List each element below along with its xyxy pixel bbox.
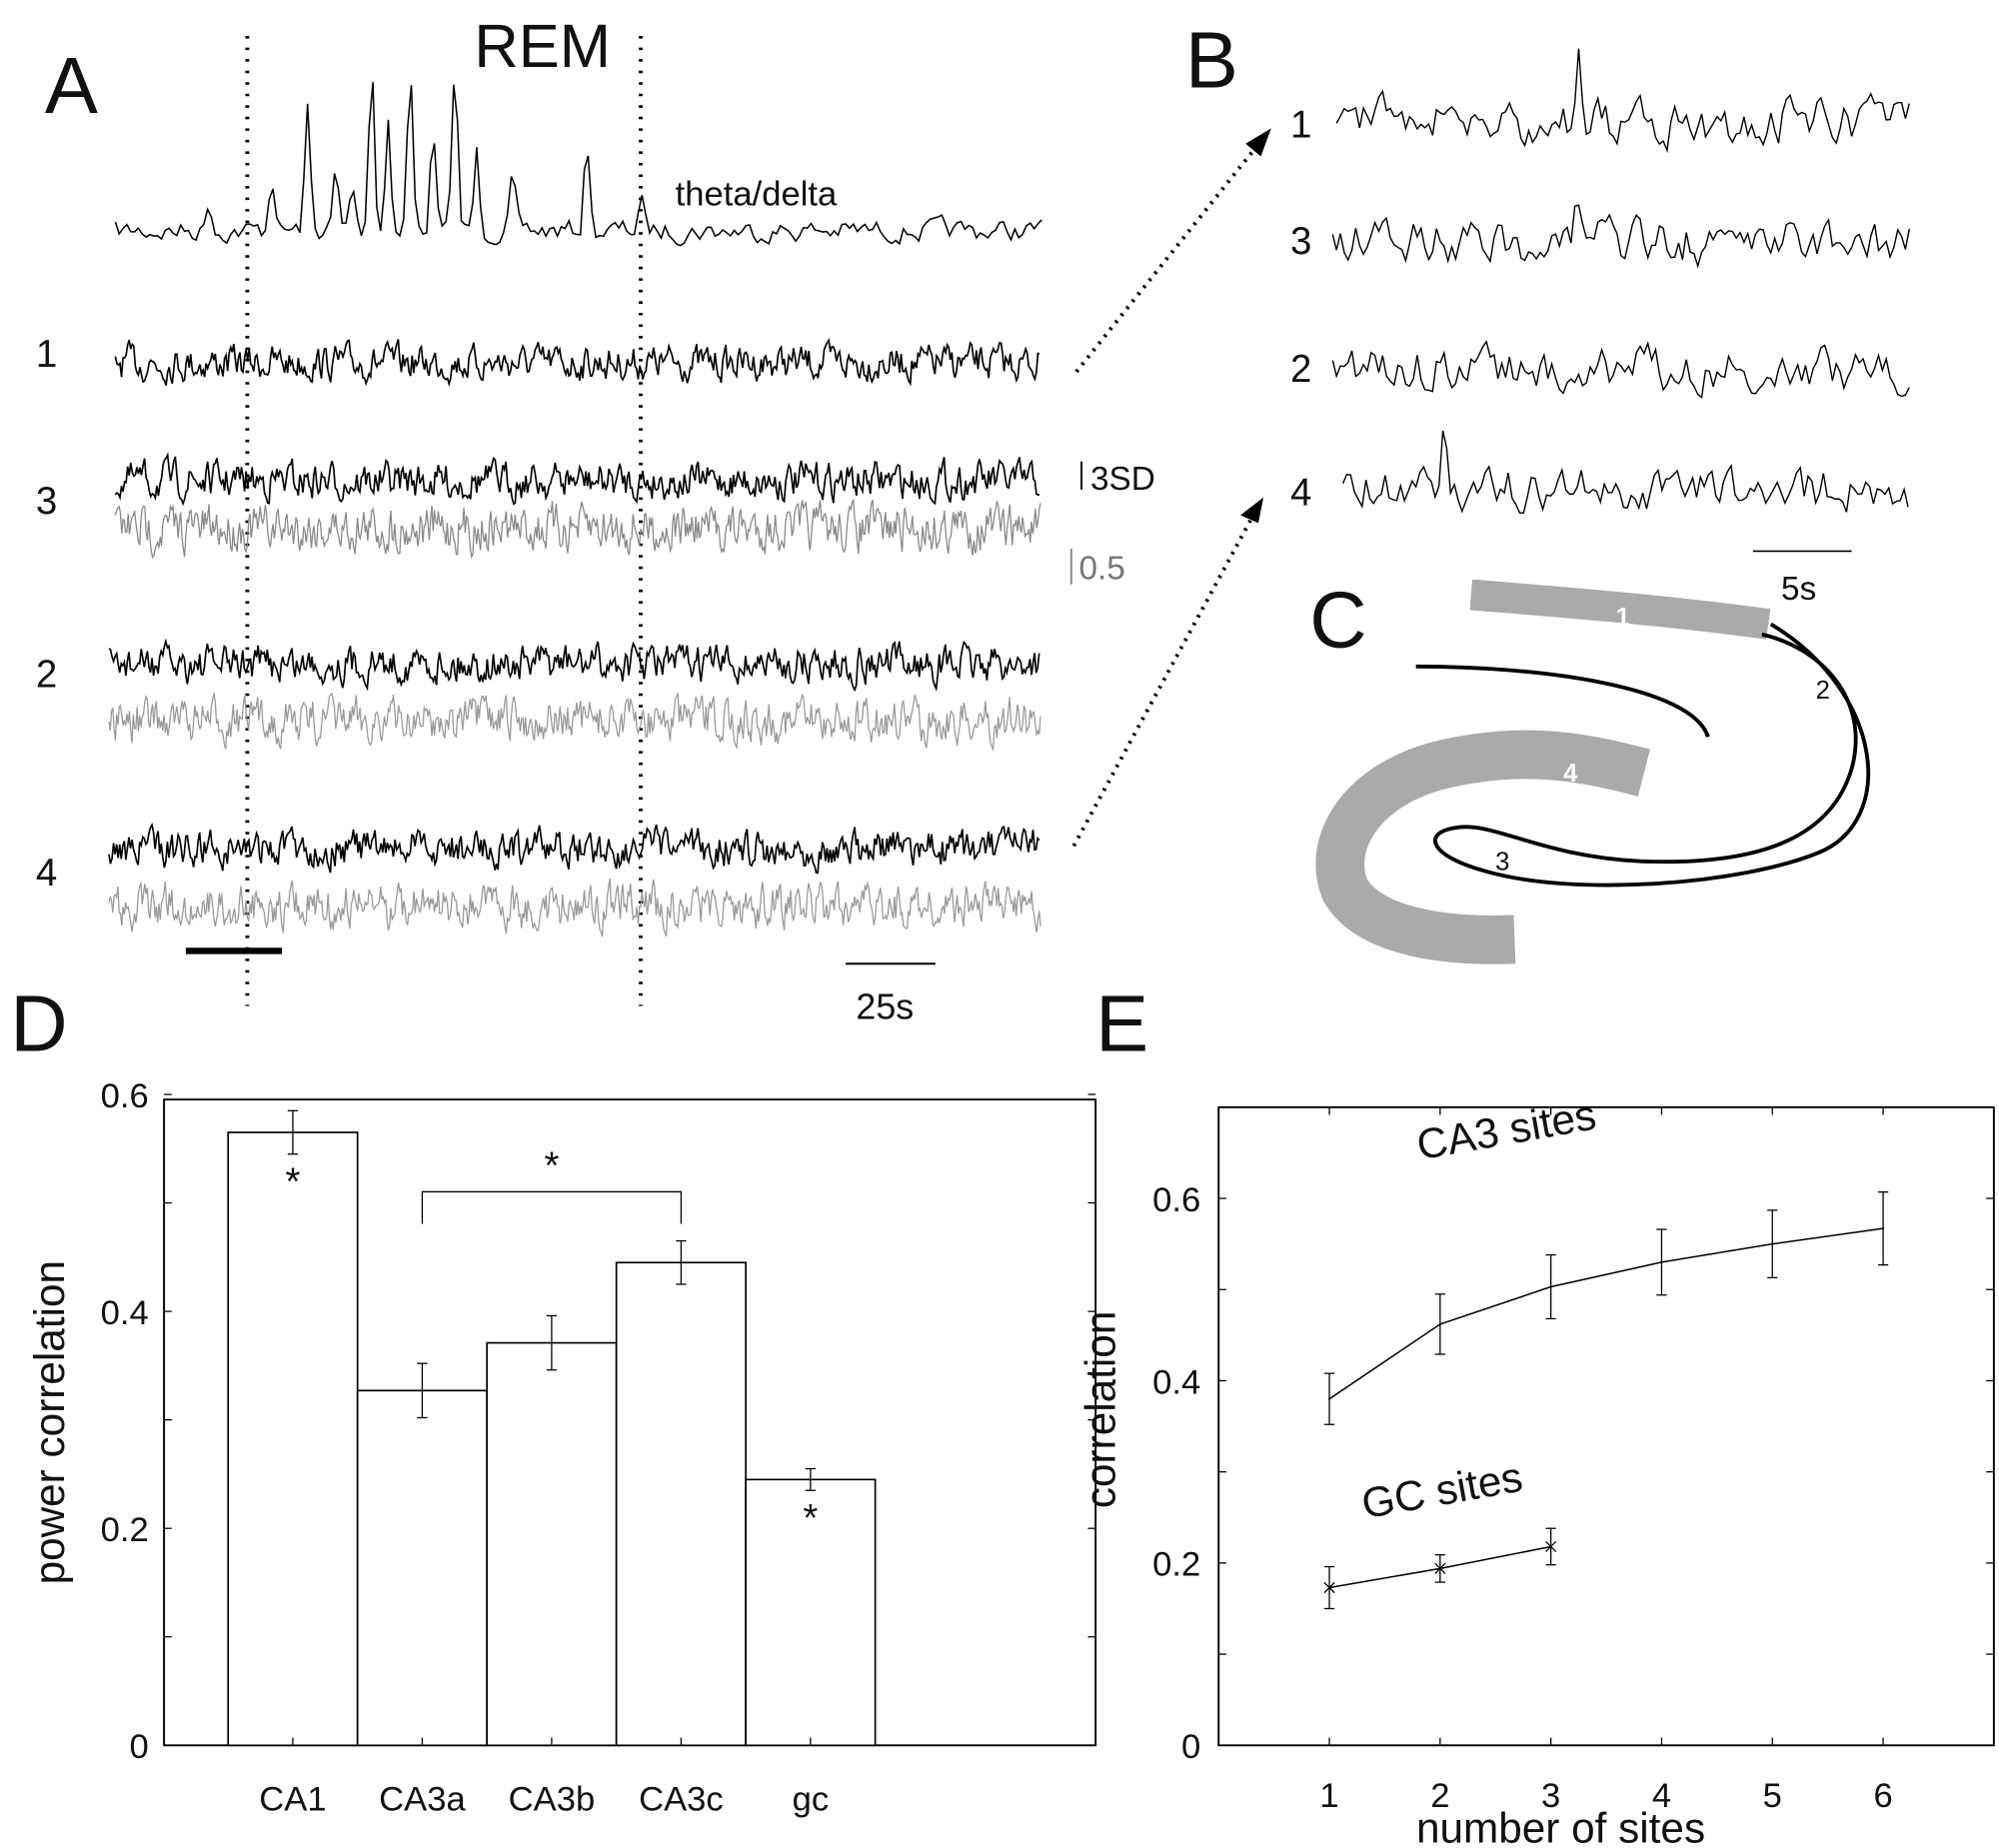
ratio-scale-label: 0.5 bbox=[1078, 551, 1124, 588]
inner-layer-line bbox=[1415, 664, 1710, 739]
lfp-trace-2 bbox=[108, 638, 1040, 693]
significance-star: * bbox=[803, 1497, 818, 1540]
b-trace-4 bbox=[1341, 430, 1909, 514]
e-ytick-label: 0 bbox=[1181, 1728, 1200, 1766]
ratio-trace-2 bbox=[108, 692, 1041, 753]
d-ylabel: power correlation bbox=[26, 1260, 73, 1584]
e-xtick-label: 5 bbox=[1763, 1777, 1782, 1815]
e-xtick-label: 4 bbox=[1652, 1777, 1671, 1815]
b-trace-2 bbox=[1331, 204, 1910, 269]
d-ytick-label: 0.4 bbox=[101, 1294, 149, 1332]
trace-label-4: 4 bbox=[36, 852, 57, 895]
point-gc-sites bbox=[1545, 1540, 1557, 1553]
panel-b: B 1 3 2 4 5s bbox=[1185, 15, 1910, 608]
sd-scale-label: 3SD bbox=[1090, 461, 1155, 498]
panel-label-c: C bbox=[1309, 576, 1366, 665]
d-ytick-label: 0.2 bbox=[101, 1511, 149, 1549]
point-gc-sites bbox=[1323, 1581, 1335, 1594]
region-2-3-ca3 bbox=[1433, 622, 1871, 888]
bar-gc bbox=[745, 1478, 877, 1747]
d-xtick-label: CA3c bbox=[639, 1781, 724, 1819]
bar-CA3b bbox=[486, 1341, 618, 1747]
panel-c: C 1 2 3 4 bbox=[1309, 576, 1871, 964]
arrow-to-b-top bbox=[1074, 146, 1257, 374]
series-label-gc: GC sites bbox=[1358, 1453, 1526, 1527]
b-trace-1 bbox=[1335, 48, 1910, 154]
region-label-1: 1 bbox=[1616, 604, 1630, 632]
point-ca3-sites bbox=[1438, 1322, 1441, 1325]
theta-delta-label: theta/delta bbox=[676, 175, 838, 213]
point-gc-sites bbox=[1434, 1562, 1446, 1574]
e-xtick-label: 3 bbox=[1541, 1777, 1560, 1815]
panel-d-bar-chart: D power correlation 0 0.2 0.4 0.6 CA1 CA3a CA3… bbox=[10, 978, 1097, 1819]
d-xtick-label: CA3b bbox=[509, 1781, 596, 1819]
lfp-trace-4 bbox=[108, 823, 1040, 875]
e-ytick-label: 0.6 bbox=[1152, 1181, 1200, 1219]
significance-bracket bbox=[421, 1190, 683, 1224]
bar-CA3c bbox=[615, 1261, 747, 1747]
point-ca3-sites bbox=[1549, 1285, 1552, 1288]
panel-label-e: E bbox=[1095, 978, 1148, 1067]
b-trace-label-1: 1 bbox=[1290, 103, 1311, 146]
lfp-trace-1 bbox=[114, 338, 1040, 388]
rem-title: REM bbox=[474, 12, 611, 81]
arrowhead-icon bbox=[1245, 128, 1271, 157]
significance-star: * bbox=[544, 1145, 559, 1188]
region-label-4: 4 bbox=[1563, 760, 1578, 788]
e-ylabel: correlation bbox=[1076, 1311, 1123, 1508]
panel-label-d: D bbox=[10, 978, 67, 1067]
theta-delta-trace bbox=[114, 82, 1042, 247]
ratio-trace-3 bbox=[114, 499, 1041, 560]
significance-star: * bbox=[285, 1161, 300, 1204]
lfp-trace-3 bbox=[114, 452, 1040, 507]
e-xtick-label: 6 bbox=[1873, 1777, 1892, 1815]
b-trace-label-3: 3 bbox=[1290, 220, 1311, 263]
e-plot-frame bbox=[1217, 1105, 1995, 1747]
d-xtick-label: gc bbox=[793, 1781, 830, 1819]
e-ytick-label: 0.4 bbox=[1152, 1363, 1200, 1401]
e-xtick-label: 1 bbox=[1319, 1777, 1338, 1815]
region-1-ca1 bbox=[1469, 579, 1771, 640]
point-ca3-sites bbox=[1328, 1397, 1331, 1400]
bar-CA3a bbox=[356, 1389, 489, 1747]
panel-label-a: A bbox=[45, 41, 98, 130]
point-ca3-sites bbox=[1882, 1227, 1885, 1230]
e-ytick-label: 0.2 bbox=[1152, 1546, 1200, 1584]
bar-CA1 bbox=[227, 1131, 359, 1747]
series-label-ca3: CA3 sites bbox=[1413, 1091, 1599, 1169]
d-xtick-label: CA1 bbox=[259, 1781, 326, 1819]
d-ytick-label: 0 bbox=[129, 1728, 148, 1766]
region-4-dentate bbox=[1315, 730, 1650, 964]
point-ca3-sites bbox=[1771, 1242, 1774, 1245]
trace-label-1: 1 bbox=[36, 333, 57, 376]
region-label-2: 2 bbox=[1816, 677, 1830, 705]
b-trace-label-2: 2 bbox=[1290, 348, 1311, 391]
time-scale-label-a: 25s bbox=[856, 986, 914, 1026]
panel-label-b: B bbox=[1185, 15, 1238, 104]
trace-label-2: 2 bbox=[36, 653, 57, 696]
time-scale-label-b: 5s bbox=[1781, 571, 1816, 608]
e-xtick-label: 2 bbox=[1430, 1777, 1449, 1815]
region-label-3: 3 bbox=[1495, 849, 1509, 877]
line-ca3-sites bbox=[1328, 1227, 1884, 1400]
e-xlabel: number of sites bbox=[1416, 1805, 1705, 1848]
d-xtick-label: CA3a bbox=[379, 1781, 466, 1819]
b-trace-label-4: 4 bbox=[1290, 471, 1311, 514]
d-ytick-label: 0.6 bbox=[101, 1077, 149, 1115]
b-trace-3 bbox=[1331, 340, 1910, 399]
ratio-trace-4 bbox=[108, 879, 1041, 937]
trace-label-3: 3 bbox=[36, 480, 57, 523]
panel-a: A REM theta/delta 1 3 2 4 3SD 0.5 25s bbox=[36, 12, 1271, 1026]
panel-e-line-chart: E correlation number of sites CA3 sites … bbox=[1076, 978, 1995, 1848]
arrowhead-icon bbox=[1240, 497, 1264, 524]
point-ca3-sites bbox=[1660, 1260, 1663, 1263]
